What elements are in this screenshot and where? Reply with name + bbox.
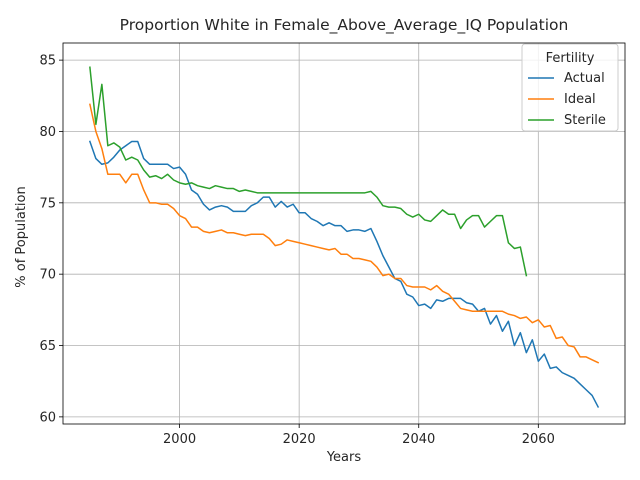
x-tick-label: 2000	[163, 432, 196, 447]
series-lines	[88, 66, 600, 408]
legend: Fertility Actual Ideal Sterile	[521, 43, 619, 132]
y-tick-label: 75	[39, 196, 56, 211]
series-line-ideal	[89, 103, 600, 364]
y-tick-label: 80	[39, 125, 56, 140]
y-axis-label: % of Population	[14, 186, 29, 287]
x-tick-label: 2060	[522, 432, 555, 447]
y-tick-label: 70	[39, 268, 56, 283]
legend-label-ideal: Ideal	[564, 92, 596, 107]
legend-label-sterile: Sterile	[564, 113, 606, 128]
y-tick-label: 65	[39, 339, 56, 354]
chart-title: Proportion White in Female_Above_Average…	[120, 16, 569, 35]
legend-title: Fertility	[546, 51, 595, 66]
legend-box	[521, 43, 619, 132]
axis-ticks: 2000 2020 2040 2060 60 65 70 75 80 85	[39, 54, 554, 447]
series-line-sterile	[89, 66, 528, 277]
y-tick-label: 60	[39, 410, 56, 425]
x-tick-label: 2040	[402, 432, 435, 447]
series-line-actual	[88, 140, 600, 408]
y-tick-label: 85	[39, 54, 56, 69]
x-tick-label: 2020	[283, 432, 316, 447]
legend-label-actual: Actual	[564, 71, 605, 86]
plot-frame	[62, 42, 626, 425]
legend-entries: Actual Ideal Sterile	[528, 71, 606, 128]
x-axis-label: Years	[326, 450, 362, 465]
